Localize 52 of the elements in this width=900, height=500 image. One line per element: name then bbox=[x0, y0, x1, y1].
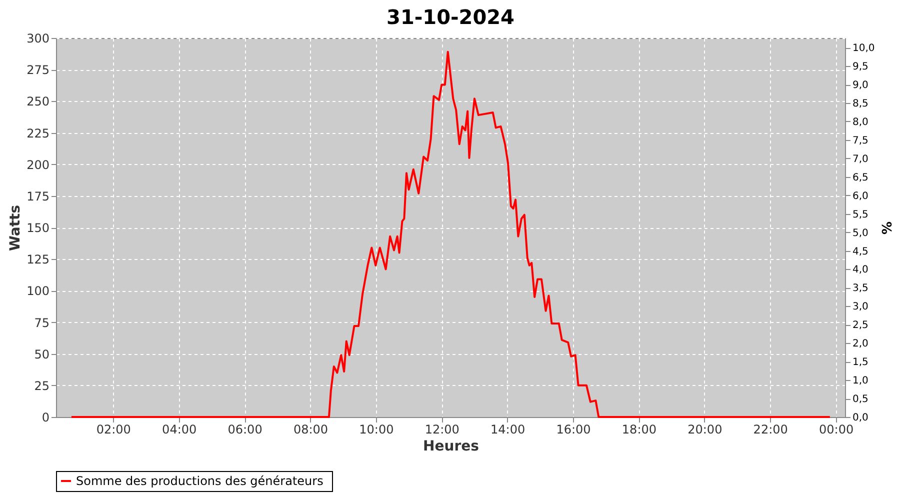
y-tick-label: 25 bbox=[34, 378, 50, 393]
y-tick-label: 125 bbox=[26, 252, 50, 267]
y2-tick-label: 5,5 bbox=[852, 209, 868, 220]
y2-tick-label: 0,0 bbox=[852, 412, 868, 424]
y2-tick-label: 1,0 bbox=[852, 376, 868, 387]
y2-tick-label: 8,5 bbox=[852, 98, 868, 110]
x-tick-label: 04:00 bbox=[162, 422, 197, 436]
x-tick-label: 16:00 bbox=[556, 422, 591, 436]
x-tick-label: 20:00 bbox=[688, 422, 722, 436]
y2-tick-label: 9,0 bbox=[852, 80, 868, 92]
y2-tick-label: 3,0 bbox=[852, 302, 868, 313]
y-tick-label: 225 bbox=[26, 126, 50, 140]
y2-tick-label: 10,0 bbox=[852, 43, 875, 54]
y-tick-label: 300 bbox=[26, 32, 50, 46]
y2-tick-label: 7,0 bbox=[852, 154, 868, 165]
y-tick-label: 250 bbox=[26, 94, 50, 109]
y-axis-title: Watts bbox=[8, 204, 24, 252]
x-tick-label: 00:00 bbox=[819, 422, 854, 436]
y-tick-label: 75 bbox=[34, 316, 50, 330]
y-tick-label: 175 bbox=[26, 189, 50, 204]
y2-tick-label: 2,5 bbox=[852, 320, 868, 332]
y2-tick-label: 8,0 bbox=[852, 116, 868, 128]
y2-axis-title: % bbox=[878, 221, 893, 235]
y2-tick-label: 9,5 bbox=[852, 62, 868, 73]
legend-label: Somme des productions des générateurs bbox=[76, 474, 324, 488]
line-series bbox=[70, 50, 831, 418]
y2-tick-label: 6,0 bbox=[852, 190, 868, 202]
y2-tick-label: 5,0 bbox=[852, 228, 868, 239]
y2-tick-label: 3,5 bbox=[852, 283, 868, 294]
y-tick-label: 100 bbox=[26, 284, 50, 298]
y2-tick-label: 1,5 bbox=[852, 357, 868, 368]
y2-tick-label: 0,5 bbox=[852, 394, 868, 406]
y-tick-label: 150 bbox=[26, 221, 50, 235]
x-tick-label: 18:00 bbox=[622, 422, 657, 436]
chart-title: 31-10-2024 bbox=[386, 5, 514, 29]
x-tick-label: 06:00 bbox=[228, 422, 262, 436]
y-tick-label: 200 bbox=[26, 158, 50, 172]
y2-tick-label: 2,0 bbox=[852, 338, 868, 350]
y2-tick-label: 7,5 bbox=[852, 135, 868, 146]
x-tick-label: 12:00 bbox=[424, 422, 460, 436]
y2-tick-label: 4,0 bbox=[852, 264, 868, 276]
y-tick-label: 0 bbox=[42, 410, 50, 424]
x-tick-label: 14:00 bbox=[490, 422, 526, 436]
x-tick-label: 08:00 bbox=[293, 422, 328, 436]
x-tick-label: 02:00 bbox=[96, 422, 131, 436]
y-tick-label: 275 bbox=[26, 63, 50, 78]
x-tick-label: 10:00 bbox=[359, 422, 394, 436]
y2-tick-label: 4,5 bbox=[852, 246, 868, 258]
x-tick-label: 22:00 bbox=[753, 422, 788, 436]
x-axis-title: Heures bbox=[423, 438, 479, 454]
y2-tick-label: 6,5 bbox=[852, 172, 868, 184]
y-tick-label: 50 bbox=[34, 347, 50, 362]
